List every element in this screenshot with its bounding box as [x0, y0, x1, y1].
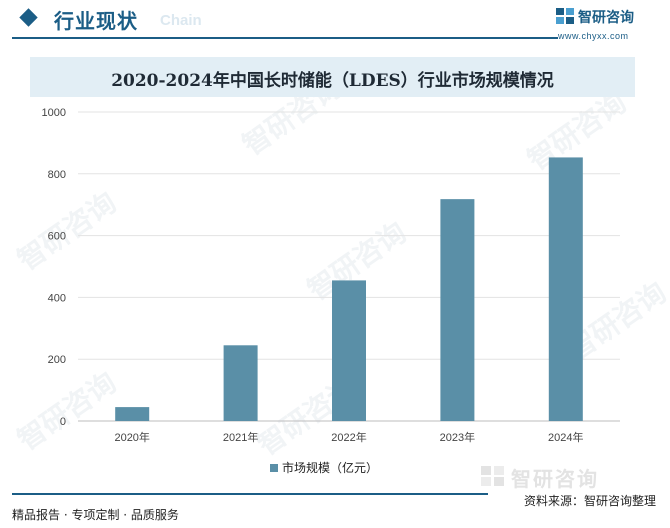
services-tagline: 精品报告 · 专项定制 · 品质服务	[12, 508, 179, 522]
x-tick-label: 2022年	[331, 430, 366, 444]
bar	[548, 157, 583, 421]
y-tick-label: 1000	[42, 107, 66, 119]
section-header: 行业现状 Chain	[0, 0, 670, 40]
y-tick-label: 800	[48, 169, 66, 181]
bar	[440, 199, 475, 421]
chart-title: 2020-2024年中国长时储能（LDES）行业市场规模情况	[111, 71, 554, 91]
x-tick-label: 2023年	[440, 430, 475, 444]
brand-logo[interactable]: 智研咨询 www.chyxx.com	[556, 7, 656, 41]
ghost-text: Chain	[160, 12, 202, 29]
bar	[223, 345, 258, 421]
x-tick-label: 2020年	[114, 430, 149, 444]
y-tick-label: 400	[48, 292, 66, 304]
x-tick-label: 2024年	[548, 430, 583, 444]
footer-logo-icon	[481, 466, 504, 486]
legend-swatch	[270, 463, 278, 472]
bar	[115, 407, 150, 421]
brand-url: www.chyxx.com	[558, 31, 629, 41]
y-tick-label: 0	[60, 416, 66, 428]
x-tick-label: 2021年	[223, 430, 258, 444]
y-tick-label: 600	[48, 231, 66, 243]
chart-title-band: 2020-2024年中国长时储能（LDES）行业市场规模情况	[30, 57, 635, 97]
footer-logo: 智研咨询	[481, 464, 661, 491]
footer-logo-name: 智研咨询	[511, 467, 599, 491]
brand-logo-icon	[556, 8, 574, 24]
header-divider	[12, 37, 558, 39]
y-tick-label: 200	[48, 354, 66, 366]
source-note: 资料来源：智研咨询整理	[523, 494, 656, 508]
legend-label: 市场规模（亿元）	[282, 461, 379, 475]
section-title: 行业现状	[54, 9, 138, 33]
brand-name: 智研咨询	[578, 10, 634, 26]
footer-divider	[12, 493, 488, 495]
bar	[332, 280, 366, 421]
legend: 市场规模（亿元）	[270, 457, 379, 475]
